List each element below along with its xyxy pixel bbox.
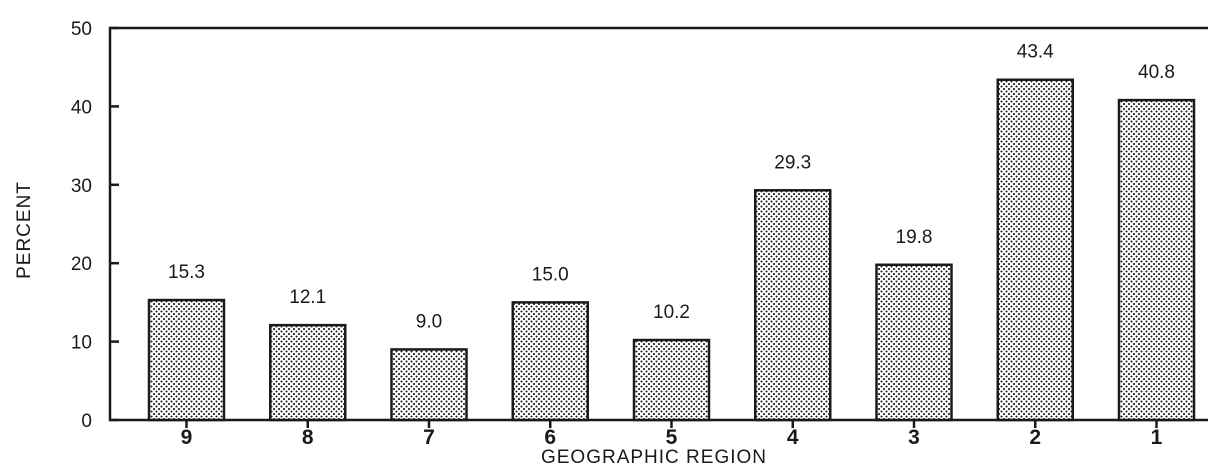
bar-region-2 <box>996 78 1074 422</box>
y-tick-label: 20 <box>71 254 92 275</box>
y-axis-title: PERCENT <box>14 181 35 279</box>
bar-value-label: 43.4 <box>1017 42 1054 63</box>
bar-value-label: 15.3 <box>168 262 205 283</box>
x-tick-label: 2 <box>1029 426 1041 449</box>
x-tick-label: 1 <box>1151 426 1163 449</box>
x-tick-label: 5 <box>666 426 678 449</box>
y-axis-ticks: 0 10 20 30 40 50 <box>71 19 119 432</box>
x-axis-ticks: 9 8 7 6 5 4 3 2 1 <box>181 420 1163 449</box>
x-tick-label: 7 <box>423 426 435 449</box>
x-tick-label: 6 <box>544 426 556 449</box>
x-axis-title: GEOGRAPHIC REGION <box>541 447 767 468</box>
bar-region-8 <box>269 323 347 422</box>
x-tick-label: 4 <box>787 426 799 449</box>
x-tick-label: 9 <box>181 426 193 449</box>
bar-region-5 <box>632 338 711 422</box>
bar-region-3 <box>875 263 953 422</box>
bar-region-6 <box>511 301 589 422</box>
x-tick-label: 3 <box>908 426 920 449</box>
bar-region-1 <box>1117 98 1196 422</box>
bar-value-label: 12.1 <box>289 287 326 308</box>
y-tick-label: 0 <box>81 411 92 432</box>
y-tick-label: 50 <box>71 19 92 40</box>
bar-value-label: 19.8 <box>896 227 933 248</box>
bar-value-label: 15.0 <box>532 264 569 285</box>
y-tick-label: 30 <box>71 176 92 197</box>
bar-region-9 <box>147 298 226 422</box>
y-tick-label: 10 <box>71 333 92 354</box>
bar-value-label: 40.8 <box>1138 62 1175 83</box>
bar-value-label: 10.2 <box>653 302 690 323</box>
bar-region-7 <box>390 348 468 422</box>
y-tick-label: 40 <box>71 97 92 118</box>
bars: 15.3 12.1 9.0 15.0 10.2 29.3 19.8 43.4 40.8 <box>147 42 1196 422</box>
bar-value-label: 9.0 <box>416 311 442 332</box>
bar-value-label: 29.3 <box>774 152 811 173</box>
x-tick-label: 8 <box>302 426 314 449</box>
bar-region-4 <box>754 189 832 422</box>
